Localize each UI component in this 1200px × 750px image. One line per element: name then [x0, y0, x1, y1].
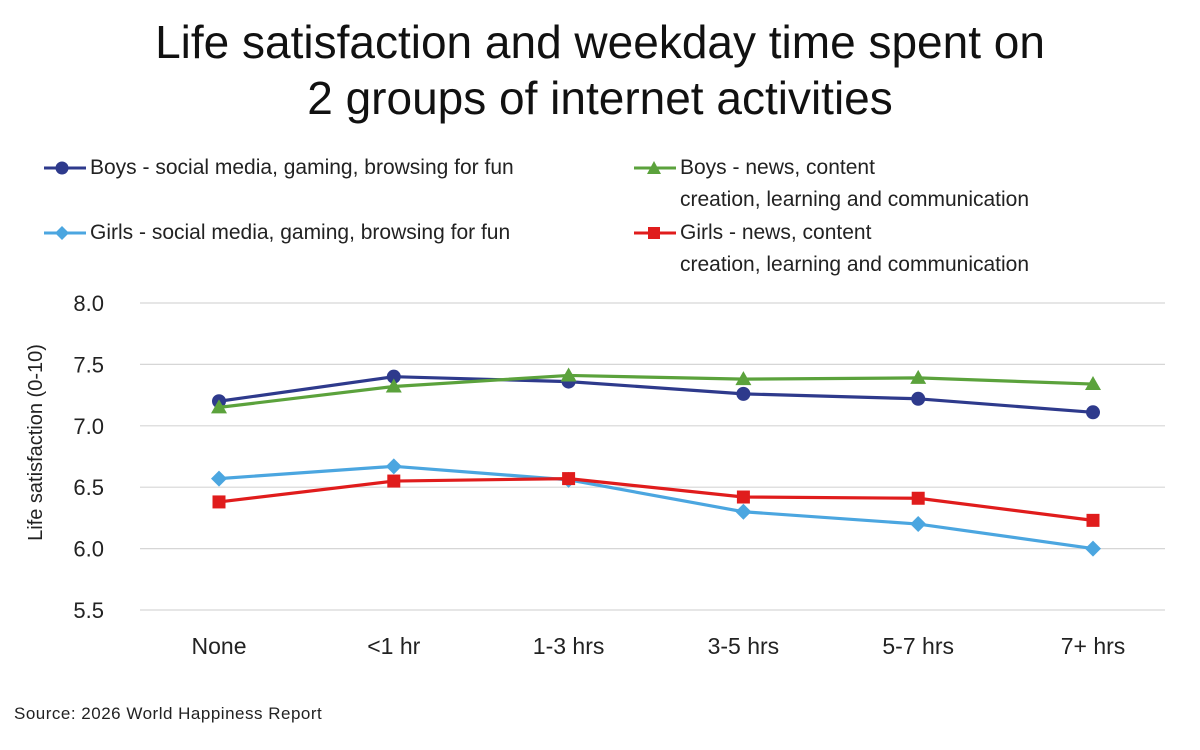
- legend-item-boys-news: Boys - news, content creation, learning …: [632, 152, 1029, 216]
- series-line-3: [218, 477, 1094, 522]
- data-point-series-3: [212, 495, 226, 509]
- y-axis-label: Life satisfaction (0-10): [25, 344, 47, 541]
- y-tick-label: 6.5: [73, 475, 104, 500]
- y-tick-label: 7.5: [73, 352, 104, 377]
- data-point-series-0: [911, 391, 926, 406]
- y-tick-label: 6.0: [73, 537, 104, 562]
- legend-label-girls-news-line-2: creation, learning and communication: [680, 253, 1030, 276]
- x-tick-label: 1-3 hrs: [533, 633, 605, 659]
- legend-label-girls-news-line-1: Girls - news, content: [680, 221, 872, 244]
- data-point-series-2: [385, 458, 402, 475]
- legend-marker-boys-social: [44, 161, 86, 175]
- legend-label-boys-news-line-2: creation, learning and communication: [680, 188, 1030, 211]
- data-point-series-2: [211, 470, 227, 487]
- data-point-series-2: [1085, 540, 1101, 557]
- chart-title-line-1: Life satisfaction and weekday time spent…: [155, 16, 1045, 68]
- data-point-series-0: [386, 369, 401, 384]
- legend-marker-girls-social: [44, 226, 86, 240]
- series-line-0: [218, 375, 1094, 414]
- source-note: Source: 2026 World Happiness Report: [14, 704, 323, 723]
- legend-marker-girls-news: [634, 227, 676, 239]
- series-line-1: [218, 373, 1094, 409]
- data-point-series-2: [910, 516, 927, 533]
- legend-item-girls-news: Girls - news, content creation, learning…: [632, 217, 1029, 281]
- x-tick-label: <1 hr: [367, 633, 420, 659]
- y-tick-label: 7.0: [73, 414, 104, 439]
- data-point-series-2: [735, 503, 752, 520]
- data-point-series-3: [1086, 513, 1100, 527]
- x-tick-label: 7+ hrs: [1061, 633, 1126, 659]
- legend-label-boys-social: Boys - social media, gaming, browsing fo…: [90, 156, 514, 179]
- data-point-series-3: [562, 472, 576, 486]
- data-point-series-3: [911, 491, 925, 505]
- series-line-2: [218, 464, 1094, 551]
- legend-item-boys-social: Boys - social media, gaming, browsing fo…: [42, 152, 514, 184]
- x-tick-label: 5-7 hrs: [882, 633, 954, 659]
- data-point-series-1: [1085, 376, 1101, 391]
- data-point-series-3: [387, 474, 401, 488]
- chart-title-line-2: 2 groups of internet activities: [307, 72, 893, 124]
- y-tick-label: 5.5: [73, 598, 104, 623]
- legend-label-girls-social: Girls - social media, gaming, browsing f…: [90, 221, 511, 244]
- data-point-series-1: [560, 367, 577, 382]
- x-tick-label: 3-5 hrs: [708, 633, 780, 659]
- data-point-series-1: [211, 399, 227, 414]
- chart-title: Life satisfaction and weekday time spent…: [0, 14, 1200, 126]
- data-point-series-1: [735, 371, 752, 386]
- y-tick-label: 8.0: [73, 291, 104, 316]
- x-tick-label: None: [192, 633, 247, 659]
- legend-marker-boys-news: [634, 161, 676, 174]
- data-point-series-3: [736, 490, 750, 504]
- data-point-series-0: [736, 386, 751, 401]
- data-point-series-0: [1086, 405, 1100, 420]
- legend-label-boys-news-line-1: Boys - news, content: [680, 156, 875, 179]
- legend-item-girls-social: Girls - social media, gaming, browsing f…: [42, 217, 510, 249]
- data-point-series-1: [385, 378, 402, 393]
- data-point-series-1: [910, 369, 927, 384]
